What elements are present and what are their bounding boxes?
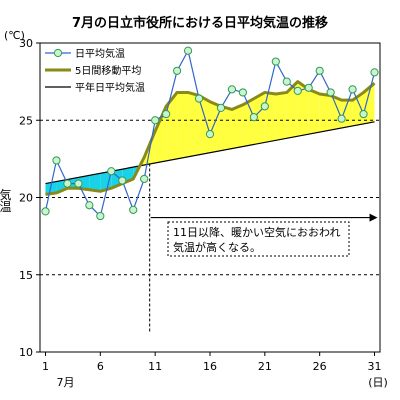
daily-temp-point [129,205,138,214]
y-tick-label: 20 [19,192,33,205]
daily-temp-point [162,109,171,119]
daily-temp-point [85,201,94,210]
moving-average-line [45,80,376,196]
above-normal-fill [275,92,287,141]
daily-temp-point [337,114,346,123]
above-normal-fill [308,89,320,135]
annotation-text-line: 気温が高くなる。 [173,240,261,254]
below-normal-fill [89,173,101,192]
y-axis-label: 気温 [0,187,12,212]
gridline-group [40,119,380,276]
daily-temp-point [359,109,368,119]
x-month-label: 7月 [56,376,74,389]
daily-temp-point [74,179,83,188]
daily-temp-point [41,207,50,216]
above-normal-fill [177,92,189,159]
daily-temp-point [326,88,335,97]
arrow-head-icon [369,213,378,222]
daily-temp-point [118,176,127,185]
above-normal-fill [155,106,167,163]
legend-moving-avg-label: 5日間移動平均 [75,64,141,77]
daily-temp-point [52,156,61,165]
annotation-text-line: 11日以降、暖かい空気におおわれ [173,225,340,239]
y-tick-label: 10 [19,346,33,359]
x-tick-label: 21 [258,360,272,373]
daily-temp-point [216,103,226,112]
daily-temp-point [282,77,291,86]
daily-temp-point [183,46,193,55]
legend-daily-marker [53,48,63,58]
normal-temp-line [45,121,375,185]
daily-temp-point [249,113,258,122]
daily-temp-point [348,85,357,94]
above-normal-fill [220,106,232,151]
x-tick-label: 6 [97,360,104,373]
x-tick-label: 26 [313,360,327,373]
daily-temp-point [205,130,215,139]
above-normal-fill [319,93,331,133]
y-tick-label: 15 [19,269,33,282]
legend-daily-label: 日平均気温 [75,47,125,60]
daily-temp-point [227,85,237,94]
legend-normal-label: 平年日平均気温 [75,81,145,94]
above-normal-fill [166,92,178,161]
daily-temp-point [271,57,280,66]
daily-temp-point [172,66,182,75]
x-tick-label: 31 [368,360,382,373]
daily-temp-point [194,94,204,103]
daily-temp-point [140,174,149,184]
above-normal-fill [352,92,364,126]
daily-temp-point [315,66,324,75]
daily-temp-point [238,88,248,97]
daily-temp-point [107,167,116,176]
chart-title: 7月の日立市役所における日平均気温の推移 [71,16,329,31]
above-normal-fill [231,104,243,149]
daily-temp-point [370,68,379,77]
series-group [41,46,379,221]
daily-temp-point [96,211,105,221]
x-unit-label: (日) [368,376,388,389]
daily-temp-point [151,116,160,125]
daily-temp-point [63,179,72,188]
below-normal-fill [100,171,112,192]
x-tick-label: 1 [42,360,49,373]
annotation-box [167,221,350,257]
daily-temp-point [304,83,313,92]
x-tick-label: 11 [148,360,162,373]
y-tick-label: 30 [19,37,33,50]
above-normal-fill [199,95,210,155]
y-unit-label: (℃) [4,29,25,42]
x-tick-label: 16 [203,360,217,373]
above-normal-fill [286,81,298,139]
daily-temp-point [260,102,269,111]
daily-temp-point [293,86,302,95]
above-normal-fill [297,81,309,137]
above-normal-fill [188,92,200,157]
y-tick-label: 25 [19,114,33,127]
